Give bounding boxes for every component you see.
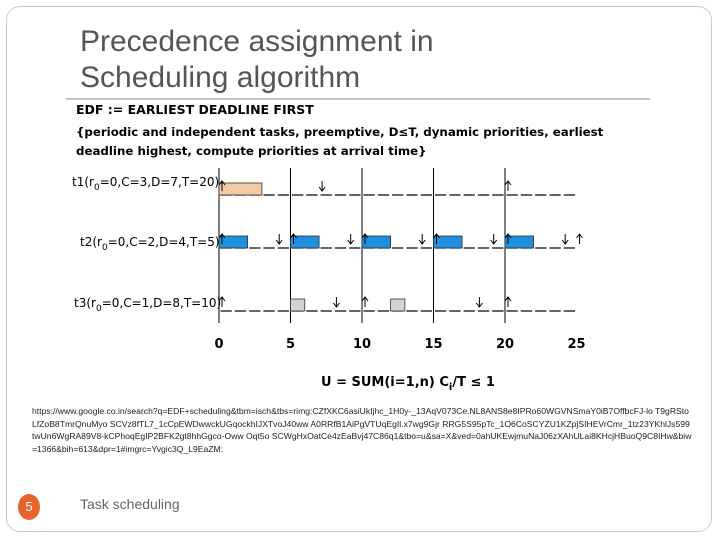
deadline-arrow-t2 [561,234,569,245]
exec-block-t2 [433,235,463,249]
task-timelines [220,194,575,312]
page-number-badge: 5 [18,494,40,520]
deadline-arrow-t2 [347,234,355,245]
axis-tick-label: 0 [214,337,223,352]
axis-tick-label: 15 [424,337,442,352]
axis-tick-label: 20 [496,337,514,352]
task-label-t2: t2(r0=0,C=2,D=4,T=5) [80,235,220,253]
axis-tick-label: 5 [286,337,295,352]
footer-text: Task scheduling [80,496,180,512]
deadline-arrow-t2 [490,234,498,245]
exec-block-t3 [290,298,306,312]
exec-block-t2 [504,235,535,249]
exec-block-t3 [390,298,406,312]
exec-block-t1 [218,182,263,196]
release-arrow-t1 [218,180,226,191]
release-arrow-t2 [290,233,297,244]
release-arrow-t3 [218,296,226,307]
exec-block-t2 [361,235,392,249]
execution-blocks [218,182,535,312]
figure-desc-line-1: {periodic and independent tasks, preempt… [76,125,604,139]
axis-tick-label: 10 [353,337,371,352]
figure-desc-line-2: deadline highest, compute priorities at … [76,144,427,158]
utilization-formula: U = SUM(i=1,n) Ci/T ≤ 1 [321,375,495,393]
exec-block-t2 [218,235,249,249]
release-arrow-t2 [576,233,583,244]
release-arrow-t2 [218,233,226,244]
slide-title: Precedence assignment in Scheduling algo… [80,24,434,96]
axis-tick-label: 25 [567,337,585,352]
slide-frame [6,6,712,532]
deadline-arrow-t2 [275,234,283,245]
release-arrow-t2 [504,233,512,244]
edf-diagram: EDF := EARLIEST DEADLINE FIRST {periodic… [66,98,650,393]
deadline-arrow-t3 [476,297,483,308]
figure-heading: EDF := EARLIEST DEADLINE FIRST [76,102,314,117]
time-axis-ticks: 0 5 10 15 20 25 [214,337,585,352]
exec-block-t2 [290,235,320,249]
release-arrow-t3 [504,296,512,307]
source-url[interactable]: https://www.google.co.in/search?q=EDF+sc… [32,406,692,454]
title-line-2: Scheduling algorithm [80,61,361,94]
deadline-arrow-t1 [318,181,326,192]
task-label-t1: t1(r0=0,C=3,D=7,T=20) [72,175,219,193]
release-arrow-t3 [361,296,369,307]
release-arrow-t2 [433,233,440,244]
release-deadline-arrows [218,180,583,308]
release-arrow-t1 [504,180,512,191]
title-line-1: Precedence assignment in [80,25,434,58]
deadline-arrow-t3 [333,297,340,308]
release-arrow-t2 [361,233,369,244]
edf-figure: EDF := EARLIEST DEADLINE FIRST {periodic… [66,98,650,402]
task-label-t3: t3(r0=0,C=1,D=8,T=10) [74,296,221,314]
deadline-arrow-t2 [418,234,426,245]
